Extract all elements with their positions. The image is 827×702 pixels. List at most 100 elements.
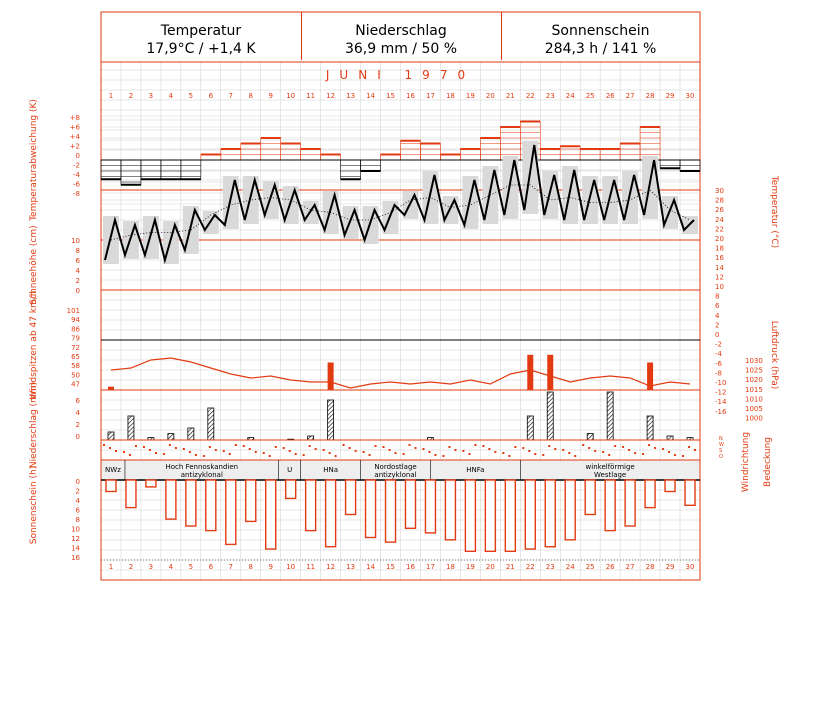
sunshine-bar	[624, 479, 636, 527]
wind-direction-dot	[434, 454, 437, 456]
sun-tick: 2	[76, 488, 80, 496]
temp-dev-bar	[120, 159, 142, 186]
precip-bar	[127, 415, 135, 441]
sunshine-bar	[584, 479, 596, 516]
day-label-bottom: 5	[189, 563, 193, 571]
sunshine-bar	[664, 479, 676, 493]
header-precipitation-value: 36,9 mm / 50 %	[344, 41, 458, 57]
wind-gust-bar	[327, 362, 334, 390]
wind-direction-dot	[628, 449, 631, 451]
sunshine-bar	[424, 479, 437, 534]
temp-tick: -8	[715, 369, 722, 377]
temp-dev-tick: +8	[70, 114, 80, 122]
wind-direction-dot	[494, 451, 497, 453]
day-label-bottom: 10	[286, 563, 295, 571]
sunshine-bar	[564, 479, 576, 541]
wind-direction-dot	[508, 455, 511, 457]
precip-bar	[307, 435, 315, 441]
wind-direction-dot	[674, 454, 677, 456]
wind-direction-dot	[374, 445, 377, 447]
day-label-bottom: 4	[169, 563, 174, 571]
pressure-tick: 1000	[745, 415, 763, 423]
day-label-top: 18	[446, 92, 455, 100]
day-label-top: 16	[406, 92, 415, 100]
pressure-tick: 1015	[745, 386, 763, 394]
wind-tick: 94	[71, 316, 80, 324]
temp-tick: 6	[715, 302, 720, 310]
wind-direction-dot	[428, 451, 431, 453]
wind-direction-dot	[562, 449, 565, 451]
day-label-bottom: 15	[386, 563, 395, 571]
day-label-bottom: 25	[586, 563, 595, 571]
wind-direction-dot	[502, 452, 505, 454]
header-temperature: Temperatur 17,9°C / +1,4 K	[101, 12, 302, 60]
sunshine-bar	[225, 479, 237, 546]
wind-direction-dot	[308, 445, 311, 447]
temp-dev-bar	[619, 143, 641, 161]
temp-dev-bar	[420, 143, 441, 161]
temp-tick: 14	[715, 264, 724, 272]
sunshine-bar	[444, 479, 457, 541]
day-label-bottom: 21	[506, 563, 515, 571]
sun-tick: 8	[76, 516, 80, 524]
day-label-bottom: 19	[466, 563, 475, 571]
winddir-axis-label: Windrichtung	[741, 432, 751, 492]
day-label-bottom: 9	[268, 563, 272, 571]
wind-direction-dot	[442, 455, 445, 457]
sun-tick: 10	[71, 526, 80, 534]
wind-tick: 101	[67, 307, 80, 315]
wind-direction-dot	[328, 452, 331, 454]
temp-dev-bar	[559, 145, 581, 161]
day-label-bottom: 2	[129, 563, 133, 571]
wind-direction-dot	[109, 447, 111, 449]
temp-tick: 2	[715, 321, 719, 329]
precip-bar	[327, 399, 335, 441]
day-label-top: 30	[686, 92, 695, 100]
precip-tick: 0	[76, 433, 80, 441]
header-temperature-label: Temperatur	[160, 23, 242, 39]
temp-tick: -10	[715, 379, 726, 387]
wind-direction-dot	[594, 450, 597, 452]
day-label-top: 9	[268, 92, 272, 100]
wind-tick: 86	[71, 325, 80, 333]
day-label-top: 21	[506, 92, 515, 100]
wind-direction-dot	[602, 451, 605, 453]
day-label-top: 6	[209, 92, 214, 100]
precip-bar	[526, 415, 534, 441]
wind-direction-dot	[362, 451, 365, 453]
wind-direction-dot	[302, 454, 305, 456]
weather-type-label: Hoch Fennoskandien	[166, 463, 239, 471]
day-label-top: 27	[626, 92, 635, 100]
wind-direction-dot	[394, 452, 397, 454]
wind-gust-bar	[647, 362, 654, 390]
wind-direction-dot	[528, 450, 531, 452]
wind-direction-dot	[122, 451, 125, 453]
precip-bar	[187, 427, 195, 441]
sunshine-bar	[604, 479, 616, 532]
wind-direction-dot	[408, 444, 411, 446]
wind-direction-dot	[168, 444, 171, 446]
wind-direction-dot	[382, 446, 385, 448]
sunshine-bar	[544, 479, 556, 548]
sunshine-bar	[384, 479, 397, 543]
sunshine-bar	[284, 479, 297, 500]
day-label-top: 14	[366, 92, 375, 100]
weather-type-label: Nordostlage	[374, 463, 416, 471]
day-label-top: 17	[426, 92, 435, 100]
day-label-top: 2	[129, 92, 133, 100]
wind-direction-dot	[694, 449, 697, 451]
weather-type-label: U	[287, 466, 292, 474]
precip-tick: 4	[76, 409, 81, 417]
sun-axis-label: Sonnenschein (h)	[29, 466, 39, 545]
weather-type-sublabel: antizyklonal	[181, 471, 223, 479]
sun-tick: 16	[71, 554, 80, 562]
wind-gust-bar	[527, 354, 534, 390]
snow-tick: 2	[76, 277, 80, 285]
day-label-top: 26	[606, 92, 615, 100]
wind-tick: 50	[71, 371, 80, 379]
wind-direction-dot	[622, 446, 625, 448]
day-label-bottom: 8	[249, 563, 253, 571]
temp-dev-tick: -4	[73, 171, 81, 179]
day-label-bottom: 29	[666, 563, 675, 571]
temp-dev-tick: -6	[73, 181, 81, 189]
